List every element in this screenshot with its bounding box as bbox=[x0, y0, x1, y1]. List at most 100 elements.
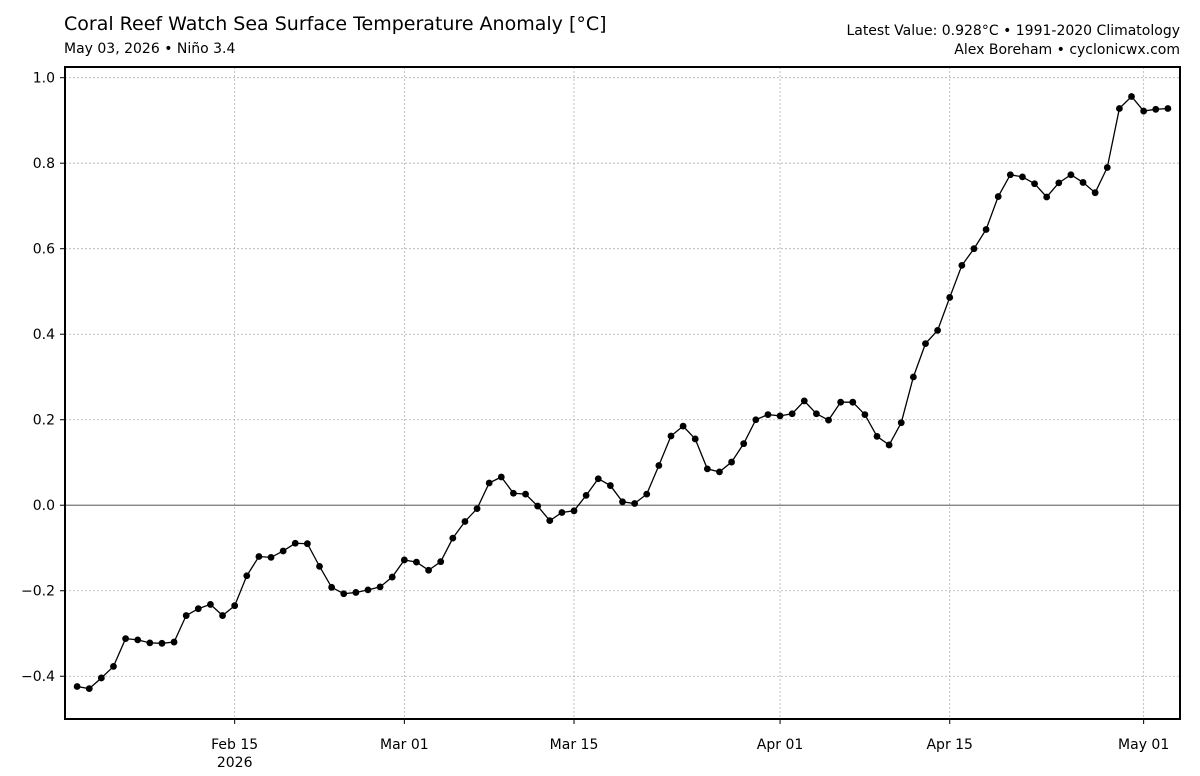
series-line bbox=[77, 95, 1168, 690]
data-point bbox=[631, 500, 639, 507]
data-point bbox=[388, 573, 396, 581]
data-point bbox=[207, 601, 214, 608]
data-point bbox=[1116, 105, 1123, 112]
data-point bbox=[279, 547, 287, 555]
data-point bbox=[364, 586, 372, 594]
data-point bbox=[970, 245, 978, 253]
data-point bbox=[340, 590, 348, 598]
data-point bbox=[861, 411, 869, 418]
data-point bbox=[594, 475, 602, 483]
data-point bbox=[655, 462, 663, 469]
data-point bbox=[1140, 107, 1148, 115]
data-point bbox=[764, 411, 772, 418]
data-point bbox=[643, 490, 651, 498]
data-point bbox=[1055, 179, 1063, 187]
data-point bbox=[558, 509, 566, 516]
data-points bbox=[73, 93, 1172, 693]
data-point bbox=[752, 416, 760, 424]
data-point bbox=[413, 558, 420, 566]
anomaly-line bbox=[77, 95, 1168, 690]
data-point bbox=[400, 556, 408, 564]
data-point bbox=[194, 605, 202, 613]
x-tick-sublabel: 2026 bbox=[217, 755, 253, 771]
data-point bbox=[85, 685, 93, 693]
data-point bbox=[897, 419, 905, 427]
data-point bbox=[73, 683, 81, 690]
data-point bbox=[667, 432, 675, 440]
data-point bbox=[510, 489, 517, 497]
chart-subtitle: May 03, 2026 • Niño 3.4 bbox=[64, 41, 236, 57]
data-point bbox=[158, 639, 166, 647]
x-tick-label: Feb 15 bbox=[211, 737, 258, 753]
axes bbox=[64, 66, 1181, 720]
data-point bbox=[110, 663, 117, 670]
y-axis-ticks: −0.4 −0.2 0.0 0.2 0.4 0.6 0.8 1.0 bbox=[21, 71, 65, 685]
data-point bbox=[837, 398, 845, 406]
data-point bbox=[267, 553, 275, 561]
data-point bbox=[182, 612, 190, 619]
data-point bbox=[122, 635, 129, 643]
data-point bbox=[1067, 171, 1075, 179]
data-point bbox=[922, 340, 929, 348]
data-point bbox=[376, 583, 384, 591]
data-point bbox=[449, 534, 457, 542]
grid-lines bbox=[65, 67, 1180, 719]
y-tick-label: 0.4 bbox=[33, 327, 55, 343]
y-tick-label: 0.6 bbox=[33, 242, 55, 258]
data-point bbox=[473, 505, 481, 513]
data-point bbox=[691, 435, 699, 443]
data-point bbox=[606, 482, 614, 489]
data-point bbox=[679, 422, 687, 430]
data-point bbox=[1164, 105, 1172, 112]
data-point bbox=[425, 566, 432, 574]
x-tick-label: Apr 01 bbox=[757, 737, 803, 753]
data-point bbox=[328, 583, 336, 591]
data-point bbox=[885, 441, 893, 449]
x-tick-label: Apr 15 bbox=[926, 737, 972, 753]
data-point bbox=[619, 498, 626, 506]
data-point bbox=[522, 490, 529, 498]
data-point bbox=[582, 492, 590, 499]
data-point bbox=[570, 507, 578, 515]
data-point bbox=[485, 479, 493, 487]
data-point bbox=[1031, 180, 1038, 188]
y-tick-label: 0.0 bbox=[33, 498, 55, 514]
x-axis-ticks: Feb 15 2026 Mar 01 Mar 15 Apr 01 Apr 15 May 01 bbox=[211, 719, 1169, 771]
data-point bbox=[1091, 189, 1099, 197]
data-point bbox=[716, 468, 723, 476]
data-point bbox=[546, 517, 554, 525]
latest-value-label: Latest Value: 0.928°C • 1991-2020 Climat… bbox=[846, 23, 1180, 39]
data-point bbox=[170, 638, 178, 646]
data-point bbox=[461, 518, 469, 525]
data-point bbox=[134, 636, 142, 644]
data-point bbox=[994, 193, 1002, 200]
y-tick-label: −0.4 bbox=[21, 669, 55, 685]
data-point bbox=[728, 458, 735, 466]
data-point bbox=[255, 553, 263, 560]
credit-label: Alex Boreham • cyclonicwx.com bbox=[954, 42, 1180, 58]
y-tick-label: 1.0 bbox=[33, 71, 55, 87]
data-point bbox=[1006, 171, 1014, 179]
data-point bbox=[146, 639, 154, 647]
data-point bbox=[982, 226, 990, 233]
data-point bbox=[1128, 93, 1135, 100]
data-point bbox=[243, 572, 251, 580]
data-point bbox=[303, 540, 311, 548]
data-point bbox=[291, 539, 299, 547]
y-tick-label: −0.2 bbox=[21, 584, 55, 600]
data-point bbox=[703, 465, 711, 473]
data-point bbox=[946, 294, 954, 301]
data-point bbox=[1043, 193, 1051, 201]
x-tick-label: Mar 15 bbox=[550, 737, 599, 753]
x-tick-label: May 01 bbox=[1118, 737, 1169, 753]
data-point bbox=[873, 433, 881, 440]
data-point bbox=[909, 373, 917, 381]
data-point bbox=[1079, 179, 1087, 186]
data-point bbox=[813, 410, 820, 418]
data-point bbox=[1103, 164, 1111, 171]
data-point bbox=[352, 589, 360, 596]
data-point bbox=[776, 412, 784, 420]
data-point bbox=[534, 502, 542, 510]
data-point bbox=[231, 602, 239, 610]
chart-title: Coral Reef Watch Sea Surface Temperature… bbox=[64, 13, 607, 35]
